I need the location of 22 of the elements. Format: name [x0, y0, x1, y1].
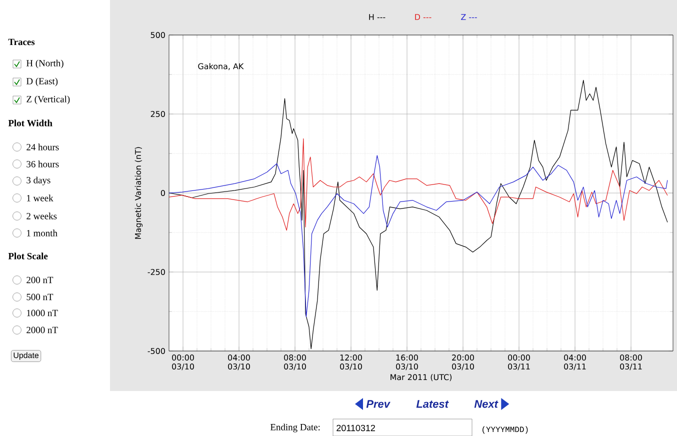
text: 500 nT: [26, 294, 54, 300]
text: D (East): [26, 78, 58, 86]
text: 1000 nT: [27, 310, 58, 316]
text: 2000 nT: [26, 326, 58, 334]
text: Plot Scale: [8, 252, 48, 260]
text: Next: [474, 400, 498, 408]
text: Z (Vertical): [26, 96, 70, 104]
text: 1 week: [27, 194, 54, 202]
text: H (North): [26, 60, 64, 68]
text: Ending Date:: [270, 424, 320, 432]
text: Latest: [416, 400, 449, 408]
text: Traces: [8, 38, 35, 46]
text: 24 hours: [26, 144, 59, 150]
text: Plot Width: [8, 120, 52, 126]
line-series: [169, 155, 668, 318]
text: 36 hours: [26, 160, 59, 168]
text: 20110312: [336, 424, 375, 432]
text: 200 nT: [26, 276, 54, 284]
text: Prev: [366, 400, 390, 408]
text: 2 weeks: [26, 212, 57, 220]
text: 3 days: [26, 176, 50, 186]
text: 1 month: [27, 230, 58, 236]
